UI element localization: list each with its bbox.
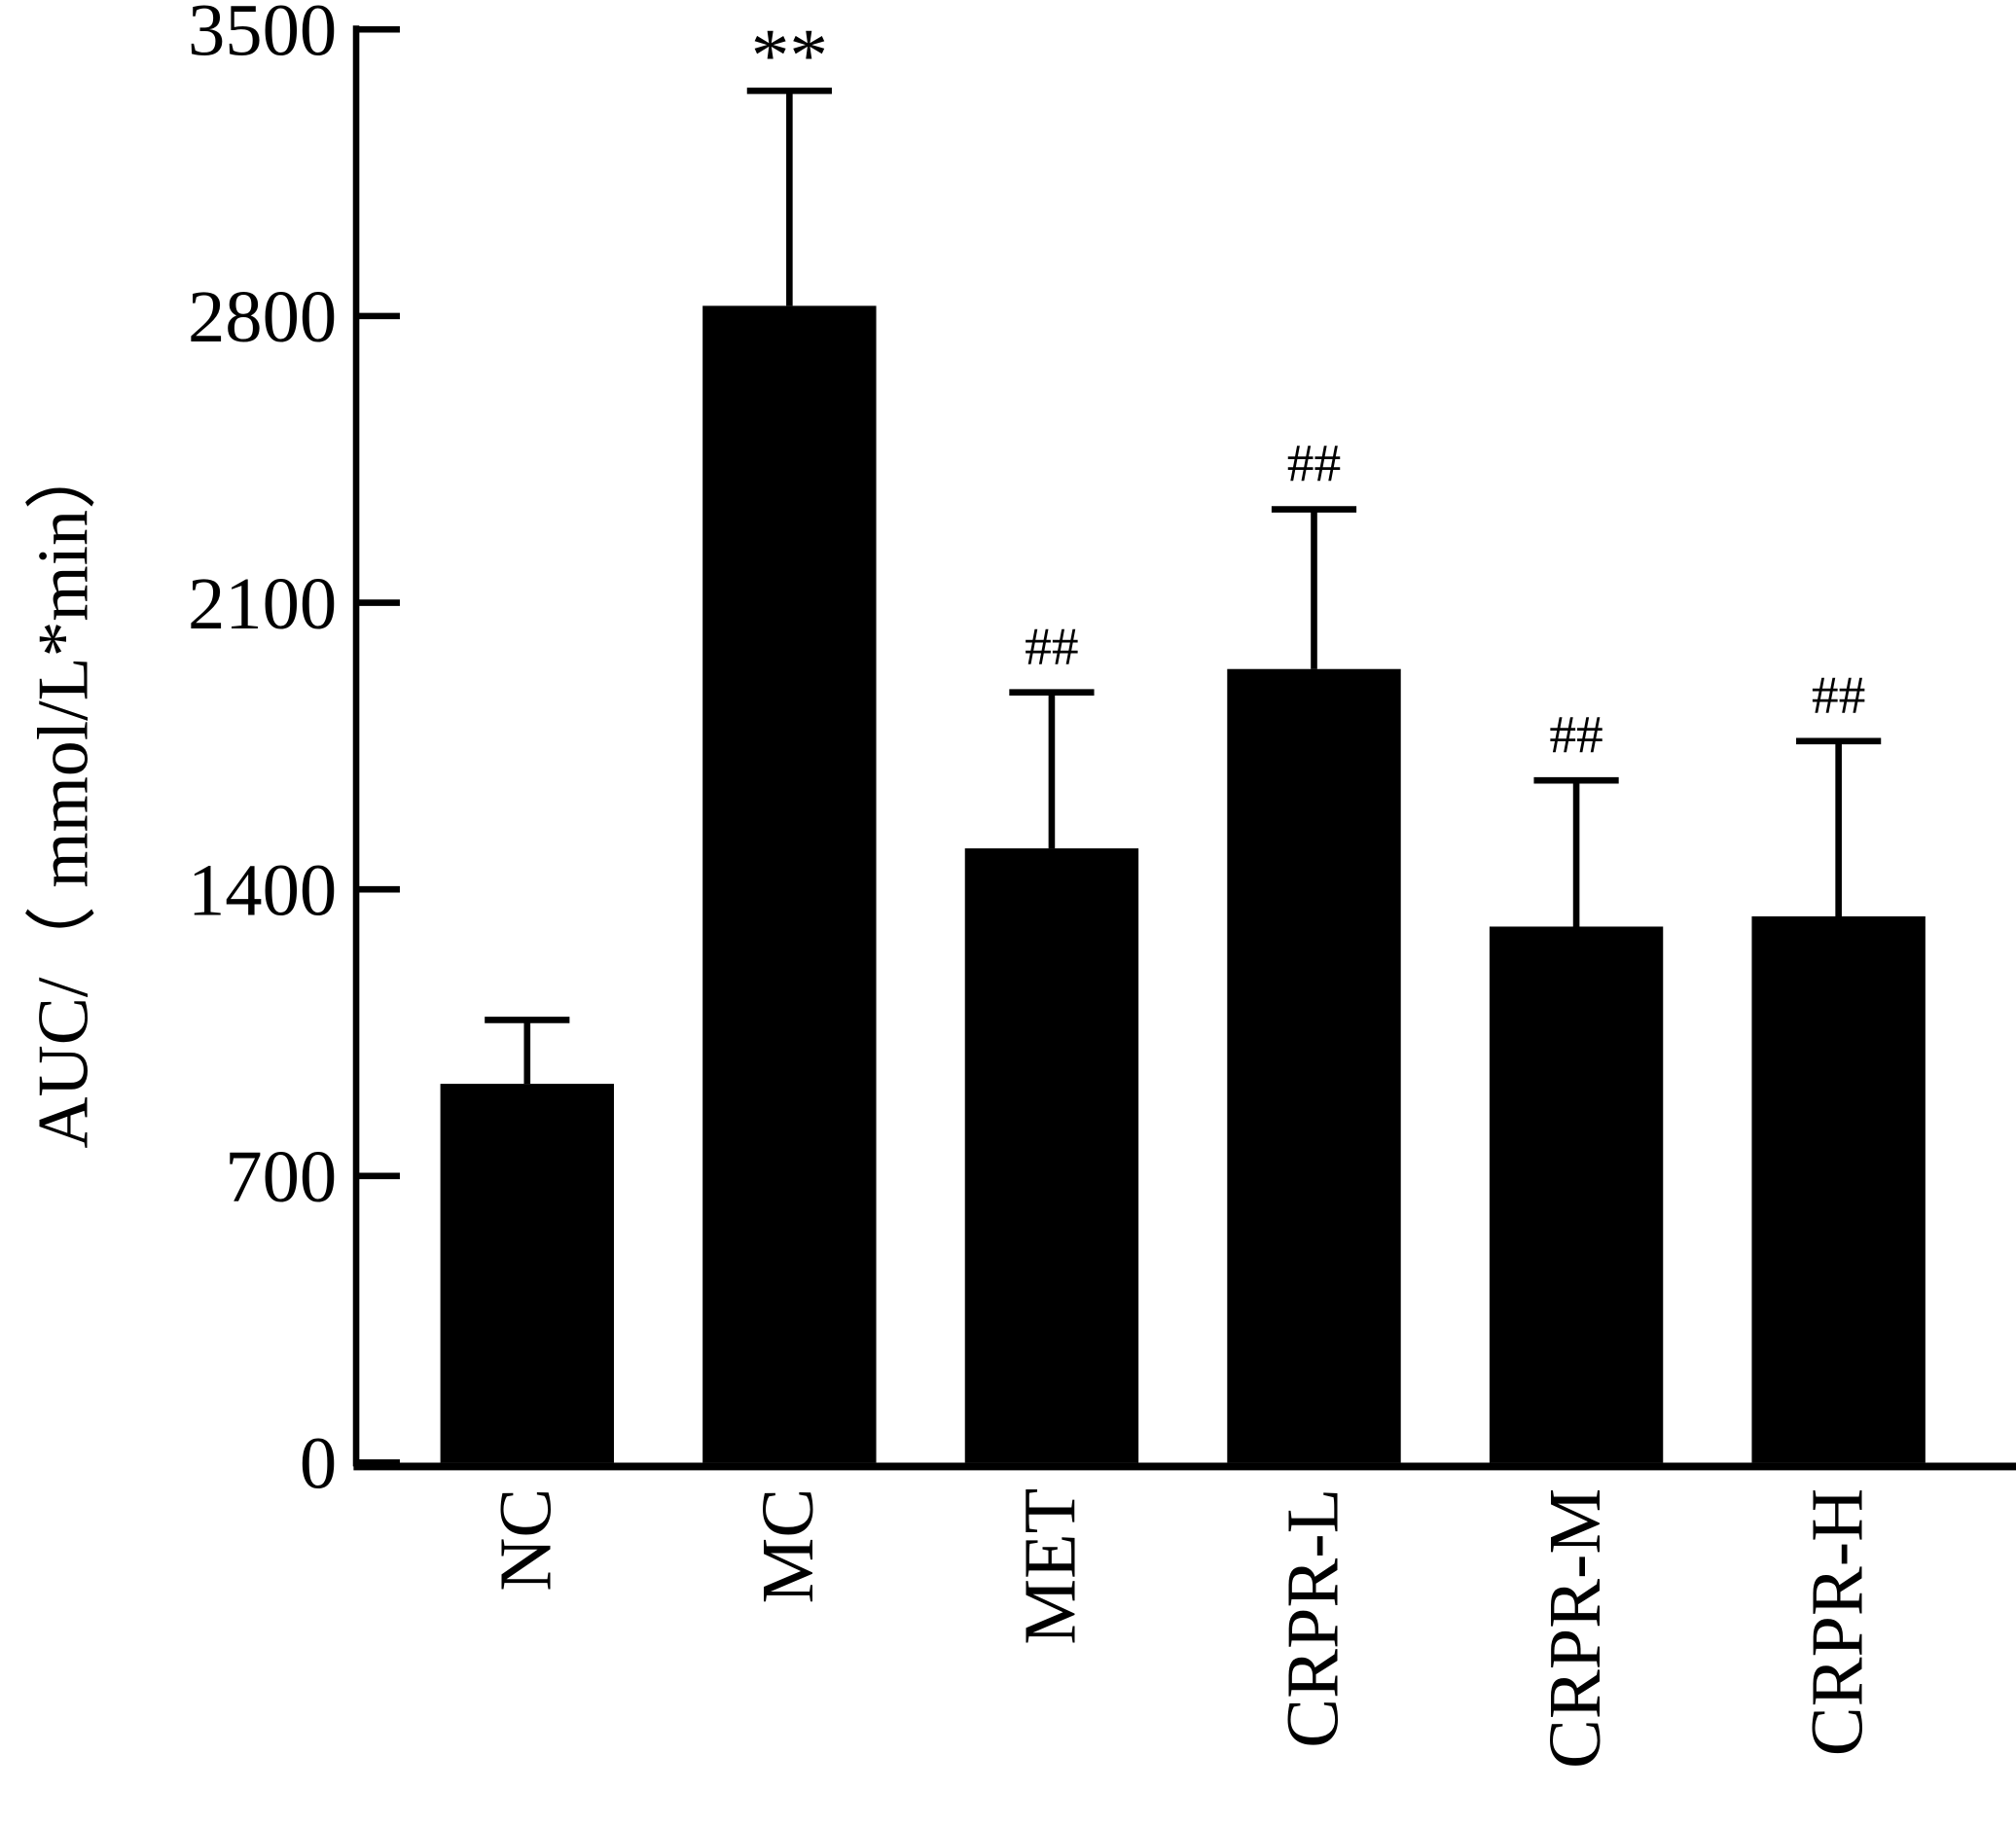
x-tick-label: NC bbox=[484, 1488, 566, 1592]
y-tick-label: 3500 bbox=[188, 0, 337, 72]
significance-label: ## bbox=[1025, 617, 1078, 676]
bar bbox=[1227, 668, 1401, 1463]
significance-label: ## bbox=[1812, 665, 1865, 725]
bar bbox=[964, 848, 1139, 1463]
x-tick-label: MC bbox=[746, 1488, 829, 1604]
significance-label: ** bbox=[751, 14, 828, 98]
x-tick-label: CRPR-M bbox=[1533, 1488, 1616, 1769]
x-tick-label: CRPR-L bbox=[1271, 1488, 1353, 1748]
bar bbox=[1751, 915, 1926, 1463]
significance-label: ## bbox=[1549, 704, 1602, 764]
y-axis-label: AUC/（ mmol/L*min） bbox=[23, 438, 103, 1148]
bar bbox=[440, 1084, 614, 1463]
bar bbox=[702, 305, 877, 1463]
y-tick-label: 2100 bbox=[188, 562, 337, 645]
y-tick-label: 1400 bbox=[188, 849, 337, 932]
y-tick-label: 700 bbox=[225, 1135, 337, 1218]
y-tick-label: 2800 bbox=[188, 275, 337, 358]
y-tick-label: 0 bbox=[300, 1422, 337, 1505]
significance-label: ## bbox=[1287, 434, 1341, 493]
x-tick-label: MET bbox=[1009, 1488, 1092, 1645]
bar bbox=[1489, 926, 1664, 1463]
x-tick-label: CRPR-H bbox=[1795, 1488, 1878, 1757]
